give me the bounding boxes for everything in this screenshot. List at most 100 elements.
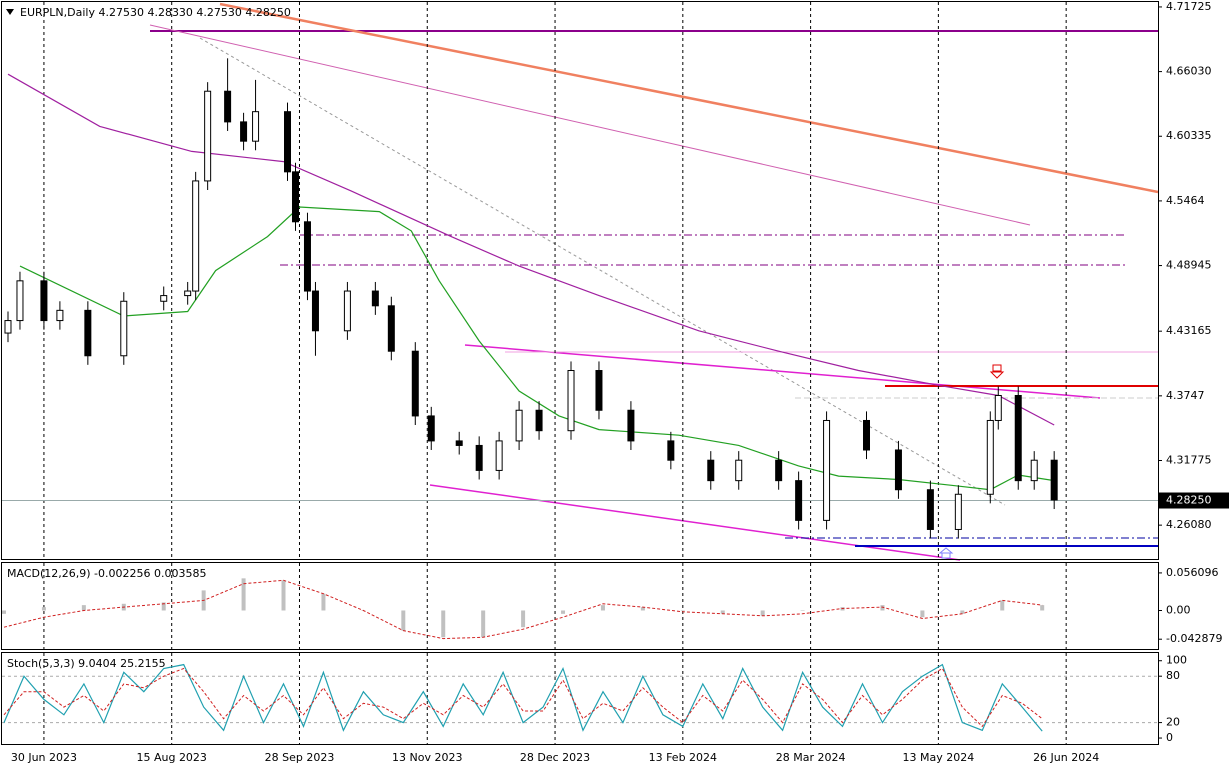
last-price-label: 4.28250 [1166,494,1212,507]
last-price-box [1159,492,1229,509]
candle-body [160,295,168,302]
macd-bar [41,607,46,611]
pane-title: MACD(12,26,9) -0.002256 0.003585 [7,567,206,580]
candle-body [954,493,962,530]
macd-bar [960,610,965,614]
y-tick-label: 4.48945 [1166,259,1212,272]
x-tick-label: 15 Aug 2023 [136,751,206,764]
x-tick-label: 13 Feb 2024 [649,751,717,764]
y-tick-label: 80 [1166,669,1180,682]
macd-bar [1040,605,1045,611]
macd-bar [720,610,725,614]
macd-bar [640,607,645,611]
x-tick-label: 13 May 2024 [903,751,975,764]
sell-arrow [989,364,1005,379]
y-tick-label: 0.056096 [1166,566,1219,579]
trend-line [199,37,1006,506]
candle-body [667,440,675,461]
candle-body [56,309,64,322]
y-tick-label: -0.042879 [1166,632,1222,645]
buy-arrow [938,547,954,559]
candle-body [567,370,575,432]
candle-body [735,459,743,482]
macd-bar [321,593,326,611]
candle-body [311,290,319,332]
candle-body [343,290,351,332]
y-tick-label: 4.43165 [1166,324,1212,337]
y-tick-label: 4.3747 [1166,389,1205,402]
macd-bar [521,610,526,628]
macd-bar [161,602,166,611]
candle-body [411,350,419,417]
candle-body [240,121,248,142]
x-tick-label: 28 Dec 2023 [520,751,590,764]
collapse-icon [6,9,14,15]
stoch-signal [3,667,1043,728]
trend-line [149,24,1031,226]
macd-bar [401,610,406,631]
macd-bar [1,610,6,614]
macd-bar [920,610,925,618]
candle-body [823,419,831,521]
y-tick-label: 4.26080 [1166,518,1212,531]
macd-bar [561,610,566,614]
candle-body [1014,394,1022,482]
macd-pane-frame [1,562,1159,650]
x-tick-label: 28 Sep 2023 [265,751,335,764]
macd-bar [680,610,685,611]
macd-bar [800,610,805,611]
y-tick-label: 100 [1166,654,1187,667]
macd-signal [3,579,1043,640]
macd-bar [241,578,246,611]
y-tick-label: 0.00 [1166,603,1191,616]
candle-body [120,300,128,357]
x-tick-label: 28 Mar 2024 [776,751,846,764]
candle-body [775,459,783,482]
pane-title: EURPLN,Daily 4.27530 4.28330 4.27530 4.2… [20,6,291,19]
candle-body [986,419,994,495]
trend-line [219,2,1159,194]
y-tick-label: 4.31775 [1166,453,1212,466]
candle-body [371,290,379,307]
candle-body [1050,459,1058,501]
macd-bar [441,610,446,638]
stoch-main [3,663,1043,732]
candle-body [595,370,603,411]
candle-body [1030,459,1038,482]
x-tick-label: 30 Jun 2023 [11,751,77,764]
candle-body [455,440,463,446]
pane-title: Stoch(5,3,3) 9.0404 25.2155 [7,657,166,670]
candle-body [84,309,92,357]
candle-body [224,90,232,123]
macd-bar [600,605,605,611]
candle-body [192,180,200,292]
candle-body [427,415,435,442]
candle-body [475,444,483,471]
y-tick-label: 0 [1166,731,1173,744]
stoch-pane-frame [1,652,1159,745]
macd-bar [281,580,286,611]
candle-body [863,419,871,451]
candle-body [387,305,395,352]
candle-body [707,459,715,482]
y-tick-label: 4.71725 [1166,0,1212,13]
candle-body [303,221,311,292]
candle-body [515,409,523,442]
candle-body [795,480,803,521]
channel-line [429,484,961,561]
y-tick-label: 4.66030 [1166,65,1212,78]
candle-body [16,280,24,322]
channel-line [464,344,1101,399]
macd-bar [81,605,86,611]
y-tick-label: 20 [1166,716,1180,729]
candle-body [40,280,48,322]
y-tick-label: 4.60335 [1166,129,1212,142]
candle-body [535,409,543,432]
candle-body [184,290,192,297]
macd-bar [760,610,765,616]
candle-body [894,449,902,491]
candle-body [291,171,299,223]
candle-body [204,90,212,182]
